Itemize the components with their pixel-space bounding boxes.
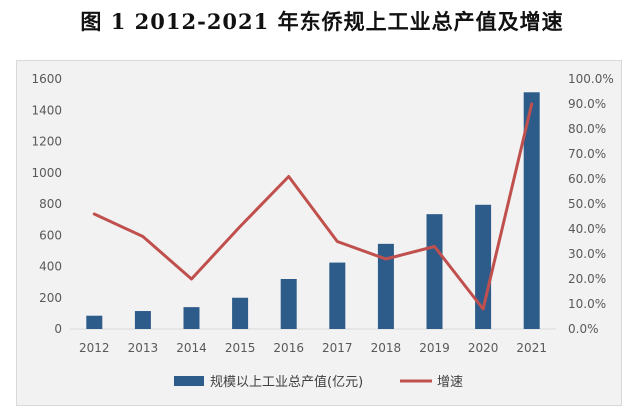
right-axis-tick-label: 40.0% (568, 222, 606, 236)
x-axis-tick-label: 2014 (176, 341, 207, 355)
bar (329, 262, 346, 329)
x-axis-tick-label: 2012 (79, 341, 110, 355)
x-axis-tick-label: 2020 (468, 341, 499, 355)
right-axis-tick-label: 70.0% (568, 147, 606, 161)
x-axis-tick-label: 2013 (128, 341, 159, 355)
x-axis-tick-label: 2016 (273, 341, 304, 355)
growth-rate-line (92, 102, 534, 311)
bar (280, 279, 297, 329)
right-axis-tick-label: 90.0% (568, 97, 606, 111)
left-axis-tick-label: 1200 (31, 135, 62, 149)
right-axis-tick-label: 10.0% (568, 297, 606, 311)
chart-panel (16, 60, 622, 406)
bar (134, 311, 151, 329)
legend-bar-swatch (174, 376, 204, 386)
bar (523, 92, 540, 329)
x-axis-tick-label: 2021 (516, 341, 547, 355)
bar (183, 307, 200, 329)
left-axis-tick-label: 600 (39, 228, 62, 242)
x-axis-tick-label: 2015 (225, 341, 256, 355)
x-axis-tick-label: 2017 (322, 341, 353, 355)
right-axis-tick-label: 100.0% (568, 72, 614, 86)
right-axis-tick-label: 0.0% (568, 322, 599, 336)
right-axis-tick-label: 50.0% (568, 197, 606, 211)
chart-title: 图 1 2012-2021 年东侨规上工业总产值及增速 (80, 9, 564, 34)
right-axis-tick-label: 80.0% (568, 122, 606, 136)
right-axis-tick-label: 20.0% (568, 272, 606, 286)
left-axis-tick-label: 800 (39, 197, 62, 211)
bar (232, 297, 249, 329)
left-axis-tick-label: 1400 (31, 103, 62, 117)
left-axis-tick-label: 400 (39, 260, 62, 274)
left-axis-tick-label: 200 (39, 291, 62, 305)
legend-line-label: 增速 (437, 375, 463, 390)
legend-bar-label: 规模以上工业总产值(亿元) (210, 374, 363, 390)
bar (426, 214, 443, 329)
x-axis-tick-label: 2019 (419, 341, 450, 355)
left-axis-tick-label: 1000 (31, 166, 62, 180)
bar (377, 243, 394, 329)
right-axis-tick-label: 30.0% (568, 247, 606, 261)
left-axis-tick-label: 0 (54, 322, 62, 336)
left-axis-tick-label: 1600 (31, 72, 62, 86)
right-axis-tick-label: 60.0% (568, 172, 606, 186)
x-axis-tick-label: 2018 (371, 341, 402, 355)
bar (86, 315, 103, 329)
